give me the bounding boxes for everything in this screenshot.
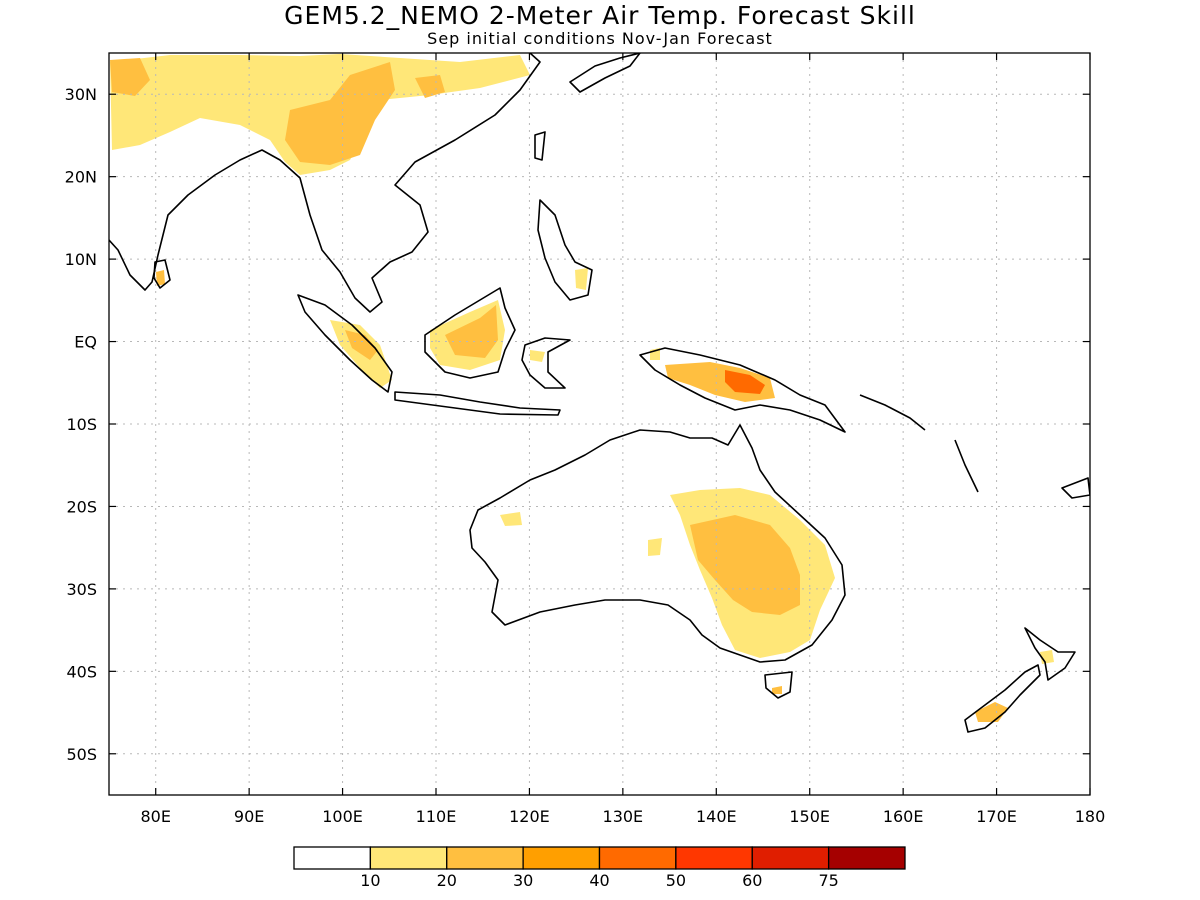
map-subtitle: Sep initial conditions Nov-Jan Forecast	[427, 29, 773, 48]
colorbar-label: 75	[818, 871, 838, 890]
colorbar-swatch	[446, 846, 524, 870]
coast-sulawesi	[521, 337, 571, 389]
coast-sri-lanka	[153, 259, 171, 289]
lon-tick-label: 170E	[976, 807, 1017, 826]
coast-australia	[469, 424, 846, 663]
lon-tick-label: 110E	[416, 807, 457, 826]
skill-patch-tibet-core	[285, 62, 395, 165]
skill-patch-wa	[500, 512, 522, 526]
coast-tasmania	[764, 671, 793, 699]
lon-tick-label: 180	[1075, 807, 1106, 826]
coast-nz-south	[964, 664, 1041, 733]
coast-solomons	[859, 394, 926, 431]
coast-japan	[569, 53, 641, 93]
colorbar-swatch	[598, 846, 677, 870]
colorbar-label: 20	[437, 871, 457, 890]
coast-nz-north	[1024, 627, 1076, 681]
coast-vanuatu	[954, 439, 979, 493]
skill-patch-west-tibet	[110, 58, 150, 96]
lat-tick-label: 30S	[66, 580, 97, 599]
colorbar: 10 20 30 40 50 60 75	[293, 846, 906, 890]
colorbar-swatch	[751, 846, 830, 870]
coast-fiji	[1061, 477, 1090, 499]
colorbar-swatch	[522, 846, 601, 870]
skill-patch-sri-lanka	[156, 270, 165, 286]
skill-shading	[110, 54, 1054, 722]
colorbar-label: 50	[666, 871, 686, 890]
colorbar-label: 30	[513, 871, 533, 890]
skill-patch-tasmania	[772, 686, 782, 694]
coast-philippines	[537, 199, 593, 301]
lat-tick-label: 50S	[66, 745, 97, 764]
lat-tick-labels: 30N 20N 10N EQ 10S 20S 30S 40S 50S	[65, 85, 97, 764]
skill-patch-nz-south	[975, 702, 1008, 722]
lat-tick-label: 10N	[65, 250, 97, 269]
coast-java	[394, 391, 561, 416]
map-title: GEM5.2_NEMO 2-Meter Air Temp. Forecast S…	[284, 1, 916, 30]
lat-tick-label: EQ	[74, 333, 97, 352]
grid-lines	[109, 53, 1090, 795]
plot-area	[109, 53, 1090, 795]
coast-sumatra	[297, 294, 393, 393]
lat-tick-label: 20N	[65, 168, 97, 187]
lon-tick-label: 120E	[509, 807, 550, 826]
colorbar-label: 40	[589, 871, 609, 890]
lon-tick-label: 160E	[883, 807, 924, 826]
coastlines	[109, 53, 1090, 733]
coast-asia-mainland	[109, 53, 541, 313]
skill-patch-lhasa	[415, 75, 445, 98]
lon-tick-labels: 80E 90E 100E 110E 120E 130E 140E 150E 160E 170E 18…	[140, 807, 1105, 826]
lat-tick-label: 30N	[65, 85, 97, 104]
colorbar-swatch	[369, 846, 448, 870]
colorbar-label: 10	[360, 871, 380, 890]
skill-patch-new-guinea-core	[725, 370, 765, 394]
skill-patch-borneo-core	[445, 305, 498, 358]
lat-tick-label: 10S	[66, 415, 97, 434]
lon-tick-label: 90E	[234, 807, 264, 826]
axis-ticks	[109, 53, 1091, 795]
lat-tick-label: 40S	[66, 662, 97, 681]
skill-patch-mindanao	[575, 268, 588, 290]
lat-tick-label: 20S	[66, 497, 97, 516]
colorbar-label: 60	[742, 871, 762, 890]
colorbar-swatch	[827, 846, 906, 870]
coast-borneo	[424, 287, 516, 379]
lon-tick-label: 150E	[789, 807, 830, 826]
skill-patch-australia-inner	[700, 525, 770, 580]
coast-taiwan	[534, 131, 546, 161]
skill-patch-sumatra-core	[345, 330, 378, 360]
coast-new-guinea	[639, 347, 846, 433]
lon-tick-label: 100E	[322, 807, 363, 826]
skill-patch-sulawesi	[530, 350, 545, 362]
colorbar-swatch	[675, 846, 753, 870]
skill-patch-sa	[648, 538, 662, 556]
colorbar-swatch	[293, 846, 372, 870]
lon-tick-label: 130E	[603, 807, 644, 826]
lon-tick-label: 140E	[696, 807, 737, 826]
lon-tick-label: 80E	[140, 807, 170, 826]
